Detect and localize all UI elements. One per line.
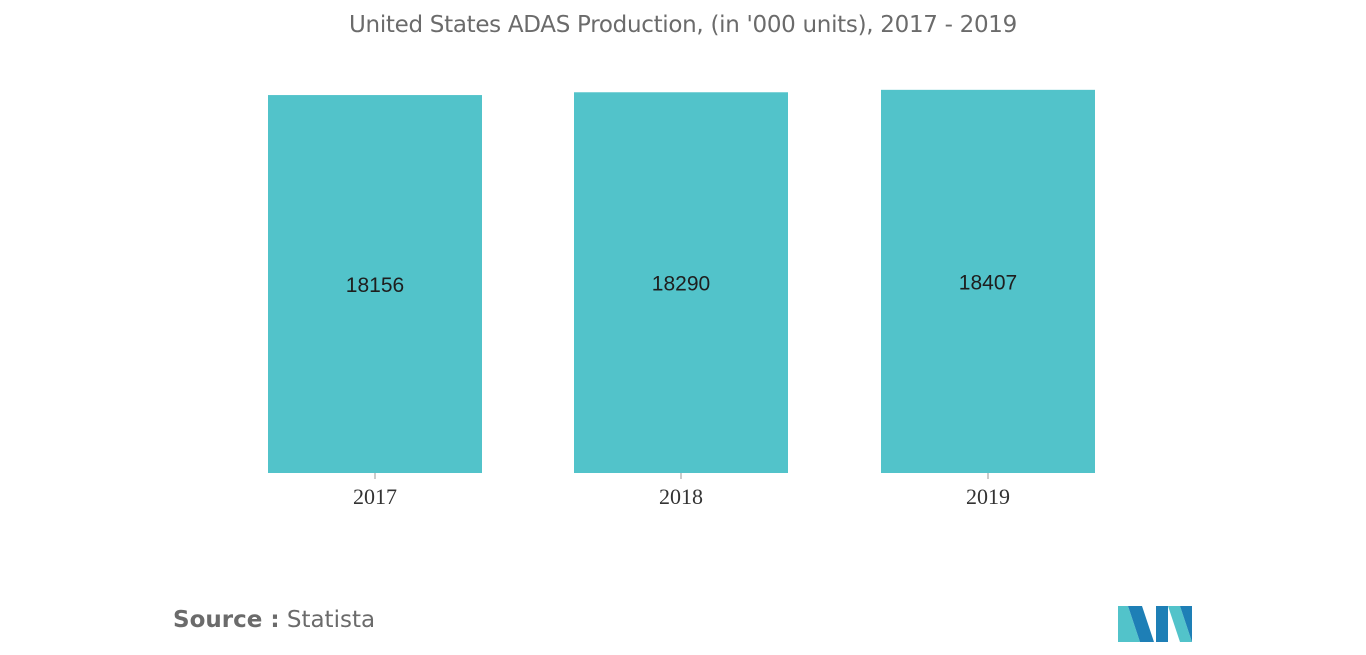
bar-2017 [268,95,482,473]
x-tick-label-2019: 2019 [966,484,1010,509]
bar-2019 [881,89,1095,474]
data-label-2019: 18407 [959,271,1017,294]
x-ticks-layer: 2017 2018 2019 [353,473,1010,509]
data-label-2018: 18290 [652,273,710,296]
x-tick-label-2017: 2017 [353,484,397,509]
mordor-logo-icon [1118,606,1192,642]
source-label: Source : [173,607,280,633]
data-label-2017: 18156 [346,274,404,297]
logo-shape-1 [1118,606,1140,642]
source-value: Statista [286,607,376,633]
logo-shape-4 [1168,606,1192,642]
logo-shape-2 [1128,606,1154,642]
logo-shape-3 [1156,606,1168,642]
logo-shape-5 [1180,606,1192,642]
data-labels-layer: 18156 18290 18407 [346,271,1017,297]
source-note: Source : Statista [173,607,375,633]
chart-title: United States ADAS Production, (in '000 … [349,12,1017,38]
bars-layer [268,89,1095,474]
x-tick-label-2018: 2018 [659,484,703,509]
bar-2018 [574,92,788,474]
